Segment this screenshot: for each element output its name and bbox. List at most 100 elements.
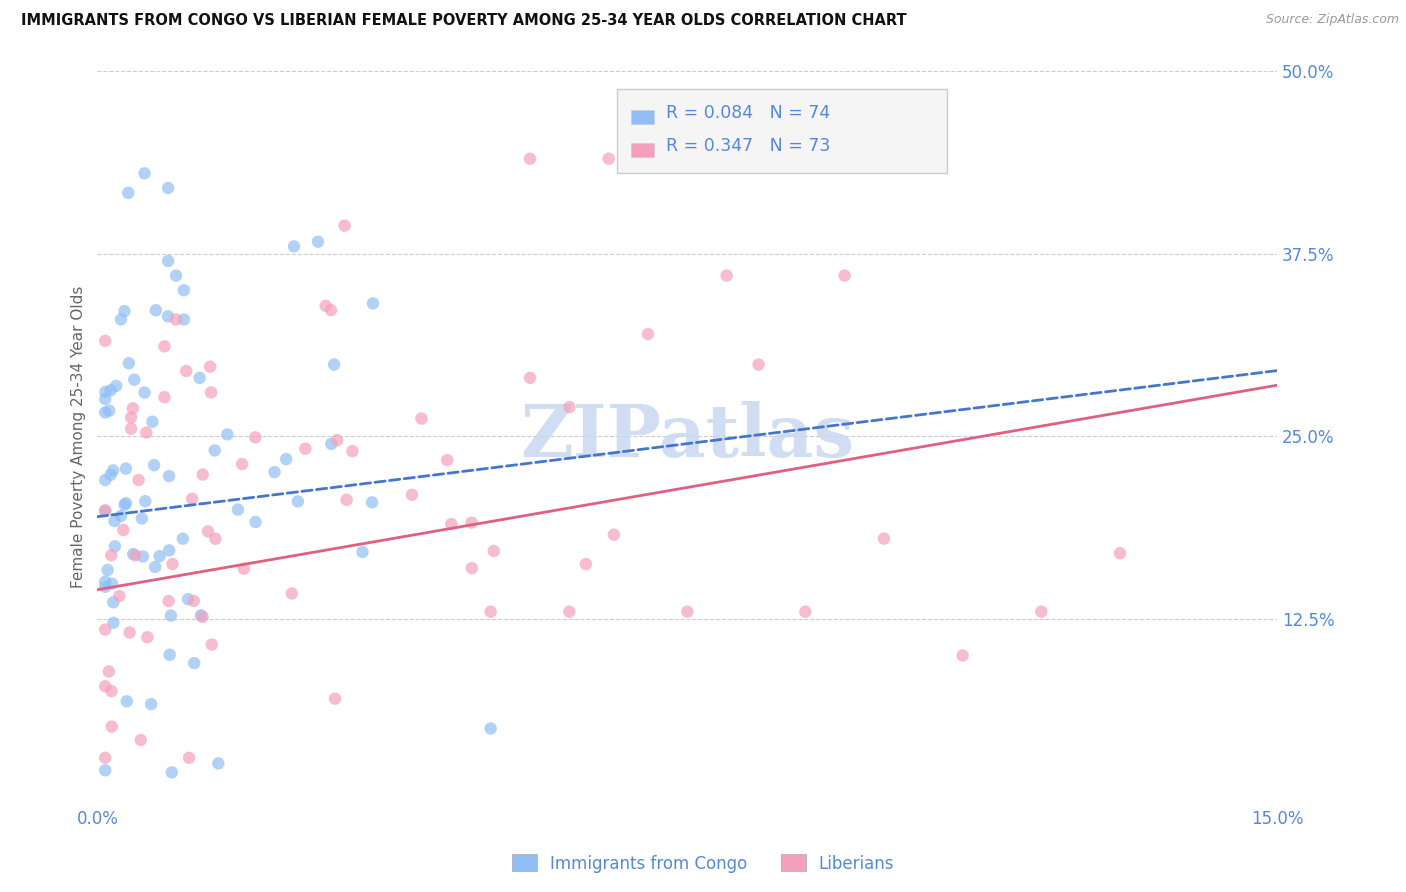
Point (479, 722, 502, 736)
Point (460, 516, 482, 530)
Point (143, 458, 166, 473)
Point (207, 756, 229, 771)
Point (94, 384, 117, 399)
Point (558, 605, 581, 619)
Point (132, 549, 155, 564)
Point (118, 356, 141, 370)
Point (110, 508, 132, 523)
Point (191, 610, 214, 624)
Point (188, 371, 211, 385)
Text: Source: ZipAtlas.com: Source: ZipAtlas.com (1265, 13, 1399, 27)
Point (281, 586, 304, 600)
Point (160, 608, 183, 623)
Point (118, 625, 141, 640)
FancyBboxPatch shape (631, 143, 654, 157)
Point (479, 605, 502, 619)
Point (245, 515, 267, 529)
Point (94, 392, 117, 406)
Point (122, 547, 145, 561)
Point (101, 576, 124, 591)
Point (307, 235, 329, 249)
Point (361, 296, 384, 310)
Point (134, 494, 156, 508)
Point (287, 494, 309, 508)
Point (94, 473, 117, 487)
Point (200, 359, 222, 374)
Point (200, 385, 222, 400)
Point (157, 543, 180, 558)
Point (115, 496, 138, 510)
Point (129, 733, 152, 747)
Point (94, 679, 117, 693)
Point (173, 283, 195, 297)
Point (834, 268, 856, 283)
Point (716, 268, 738, 283)
Point (411, 411, 433, 425)
Point (201, 638, 224, 652)
Point (122, 373, 145, 387)
Point (98, 403, 121, 417)
Point (333, 219, 356, 233)
Point (97, 665, 120, 679)
Point (204, 443, 226, 458)
Point (121, 401, 143, 416)
Point (103, 615, 125, 630)
Point (153, 339, 176, 353)
Point (336, 492, 359, 507)
Point (217, 427, 239, 442)
Point (94, 503, 117, 517)
Point (294, 442, 316, 456)
Point (153, 390, 176, 404)
Point (149, 549, 172, 563)
Point (352, 545, 374, 559)
Point (104, 539, 127, 553)
Point (231, 457, 253, 471)
Point (245, 430, 267, 444)
Point (174, 364, 197, 378)
FancyBboxPatch shape (631, 110, 654, 124)
Point (136, 630, 159, 644)
Point (323, 358, 346, 372)
Point (94, 334, 117, 348)
Point (575, 557, 598, 571)
Point (115, 461, 138, 475)
Point (342, 444, 364, 458)
Point (319, 303, 342, 318)
Point (183, 656, 205, 670)
Point (519, 371, 541, 385)
Point (226, 502, 249, 516)
Point (100, 684, 122, 698)
Point (120, 410, 142, 425)
Point (94, 574, 117, 589)
Point (100, 384, 122, 398)
Point (361, 495, 384, 509)
Point (598, 152, 620, 166)
Point (160, 765, 183, 780)
Y-axis label: Female Poverty Among 25-34 Year Olds: Female Poverty Among 25-34 Year Olds (72, 285, 86, 588)
Point (263, 465, 285, 479)
Point (172, 532, 194, 546)
Point (181, 491, 204, 506)
Text: R = 0.084   N = 74: R = 0.084 N = 74 (666, 104, 831, 122)
Point (165, 268, 187, 283)
Point (157, 181, 180, 195)
Point (191, 467, 214, 482)
Point (100, 548, 122, 562)
Point (124, 549, 146, 563)
Point (558, 400, 581, 414)
Point (276, 452, 298, 467)
Text: ZIPatlas: ZIPatlas (520, 401, 855, 472)
Text: IMMIGRANTS FROM CONGO VS LIBERIAN FEMALE POVERTY AMONG 25-34 YEAR OLDS CORRELATI: IMMIGRANTS FROM CONGO VS LIBERIAN FEMALE… (21, 13, 907, 29)
Text: R = 0.347   N = 73: R = 0.347 N = 73 (666, 137, 831, 155)
Point (283, 239, 305, 253)
Point (94, 623, 117, 637)
Point (157, 254, 180, 268)
Point (159, 648, 181, 662)
Point (110, 312, 132, 326)
Point (117, 186, 139, 200)
Point (162, 557, 184, 571)
Point (103, 595, 125, 609)
Legend: Immigrants from Congo, Liberians: Immigrants from Congo, Liberians (505, 847, 901, 880)
Point (177, 751, 200, 765)
Point (156, 310, 179, 324)
